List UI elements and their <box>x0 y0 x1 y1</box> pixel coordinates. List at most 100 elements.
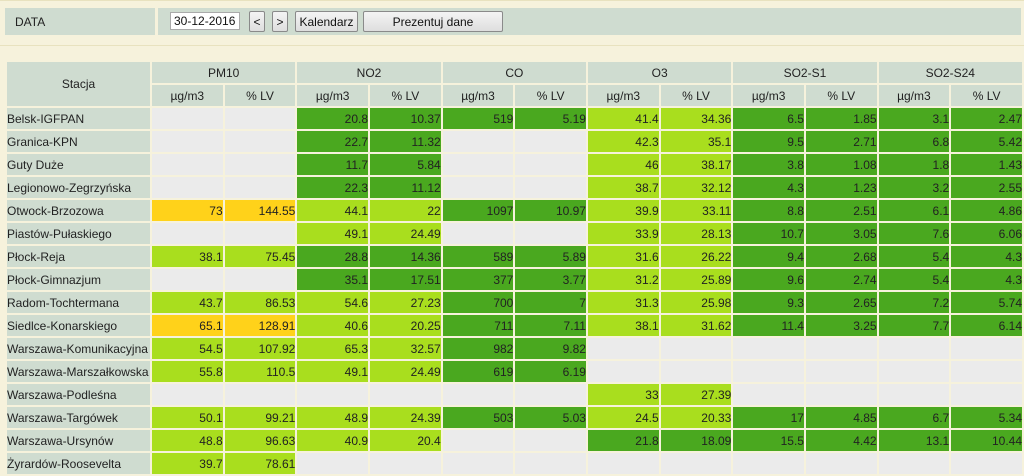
unit-header: % LV <box>660 85 732 106</box>
next-day-button[interactable]: > <box>272 11 288 32</box>
station-name[interactable]: Legionowo-Zegrzyńska <box>7 177 150 198</box>
table-row: Legionowo-Zegrzyńska 22.3 11.12 38.7 32.12 4.… <box>7 177 1022 198</box>
measurement-cell: 11.7 <box>297 154 369 175</box>
measurement-cell <box>660 453 732 474</box>
station-name[interactable]: Płock-Reja <box>7 246 150 267</box>
measurement-cell: 519 <box>442 108 514 129</box>
table-row: Otwock-Brzozowa 73 144.55 44.1 22 1097 10.97 39… <box>7 200 1022 221</box>
measurement-cell <box>224 269 296 290</box>
measurement-cell: 18.09 <box>660 430 732 451</box>
measurement-cell: 6.1 <box>878 200 950 221</box>
measurement-cell <box>951 338 1022 359</box>
measurement-cell <box>805 384 877 405</box>
measurement-cell <box>878 453 950 474</box>
measurement-cell: 25.89 <box>660 269 732 290</box>
measurement-cell: 1.8 <box>878 154 950 175</box>
station-name[interactable]: Warszawa-Ursynów <box>7 430 150 451</box>
measurement-cell: 22.3 <box>297 177 369 198</box>
measurements-table: Stacja PM10 NO2 CO O3 SO2-S1 SO2-S24 µg/… <box>5 60 1024 476</box>
measurement-cell: 11.4 <box>733 315 804 336</box>
unit-header: % LV <box>805 85 877 106</box>
measurement-cell <box>151 384 223 405</box>
station-name[interactable]: Płock-Gimnazjum <box>7 269 150 290</box>
measurement-cell: 128.91 <box>224 315 296 336</box>
station-name[interactable]: Granica-KPN <box>7 131 150 152</box>
station-name[interactable]: Warszawa-Targówek <box>7 407 150 428</box>
measurement-cell: 4.42 <box>805 430 877 451</box>
station-name[interactable]: Belsk-IGFPAN <box>7 108 150 129</box>
measurement-cell: 78.61 <box>224 453 296 474</box>
measurement-cell: 619 <box>442 361 514 382</box>
station-name[interactable]: Siedlce-Konarskiego <box>7 315 150 336</box>
measurement-cell: 7.2 <box>878 292 950 313</box>
measurement-cell: 33.11 <box>660 200 732 221</box>
measurement-cell <box>878 384 950 405</box>
table-row: Płock-Gimnazjum 35.1 17.51 377 3.77 31.2 25.89… <box>7 269 1022 290</box>
measurement-cell <box>878 338 950 359</box>
prev-day-button[interactable]: < <box>249 11 265 32</box>
measurement-cell: 38.17 <box>660 154 732 175</box>
measurement-cell: 55.8 <box>151 361 223 382</box>
measurement-cell: 2.55 <box>951 177 1022 198</box>
measurement-cell: 503 <box>442 407 514 428</box>
measurement-cell: 32.12 <box>660 177 732 198</box>
measurement-cell: 38.7 <box>587 177 659 198</box>
measurement-cell: 26.22 <box>660 246 732 267</box>
measurement-cell: 1.23 <box>805 177 877 198</box>
measurement-cell: 11.12 <box>370 177 441 198</box>
measurement-cell: 4.3 <box>733 177 804 198</box>
station-name[interactable]: Guty Duże <box>7 154 150 175</box>
present-data-button[interactable]: Prezentuj dane <box>363 11 503 32</box>
measurement-cell: 5.4 <box>878 246 950 267</box>
measurement-cell: 3.05 <box>805 223 877 244</box>
measurement-cell: 44.1 <box>297 200 369 221</box>
measurement-cell: 6.06 <box>951 223 1022 244</box>
measurement-cell: 38.1 <box>587 315 659 336</box>
station-name[interactable]: Warszawa-Podleśna <box>7 384 150 405</box>
measurement-cell: 7 <box>515 292 586 313</box>
station-name[interactable]: Otwock-Brzozowa <box>7 200 150 221</box>
measurement-cell <box>951 361 1022 382</box>
measurement-cell: 20.8 <box>297 108 369 129</box>
station-name[interactable]: Warszawa-Marszałkowska <box>7 361 150 382</box>
measurement-cell: 3.77 <box>515 269 586 290</box>
measurement-cell <box>733 361 804 382</box>
station-name[interactable]: Radom-Tochtermana <box>7 292 150 313</box>
measurement-cell <box>515 384 586 405</box>
table-row: Warszawa-Marszałkowska 55.8 110.5 49.1 24.49… <box>7 361 1022 382</box>
measurement-cell <box>151 269 223 290</box>
measurement-cell <box>151 177 223 198</box>
measurement-cell: 5.74 <box>951 292 1022 313</box>
measurement-cell: 14.36 <box>370 246 441 267</box>
station-name[interactable]: Żyrardów-Roosevelta <box>7 453 150 474</box>
measurement-cell: 10.44 <box>951 430 1022 451</box>
measurement-cell: 589 <box>442 246 514 267</box>
measurement-cell: 3.1 <box>878 108 950 129</box>
table-row: Warszawa-Targówek 50.1 99.21 48.9 24.39 503 5.… <box>7 407 1022 428</box>
station-name[interactable]: Warszawa-Komunikacyjna <box>7 338 150 359</box>
table-row: Warszawa-Ursynów 48.8 96.63 40.9 20.4 21.8 18.… <box>7 430 1022 451</box>
measurement-cell: 2.65 <box>805 292 877 313</box>
measurement-cell: 2.47 <box>951 108 1022 129</box>
measurement-cell: 39.9 <box>587 200 659 221</box>
calendar-button[interactable]: Kalendarz <box>295 11 358 32</box>
unit-header: µg/m3 <box>297 85 369 106</box>
measurement-cell: 1.43 <box>951 154 1022 175</box>
station-name[interactable]: Piastów-Pułaskiego <box>7 223 150 244</box>
measurement-cell: 9.5 <box>733 131 804 152</box>
measurement-cell: 24.5 <box>587 407 659 428</box>
measurement-cell <box>224 131 296 152</box>
measurement-cell: 20.33 <box>660 407 732 428</box>
measurement-cell: 54.6 <box>297 292 369 313</box>
measurement-cell <box>224 223 296 244</box>
table-row: Radom-Tochtermana 43.7 86.53 54.6 27.23 700 7 3… <box>7 292 1022 313</box>
measurement-cell: 13.1 <box>878 430 950 451</box>
measurement-cell: 1.08 <box>805 154 877 175</box>
measurement-cell <box>442 131 514 152</box>
measurement-cell: 9.3 <box>733 292 804 313</box>
measurement-cell: 10.7 <box>733 223 804 244</box>
measurement-cell: 7.6 <box>878 223 950 244</box>
table-row: Żyrardów-Roosevelta 39.7 78.61 <box>7 453 1022 474</box>
station-header: Stacja <box>7 62 150 106</box>
date-input[interactable] <box>170 12 240 30</box>
